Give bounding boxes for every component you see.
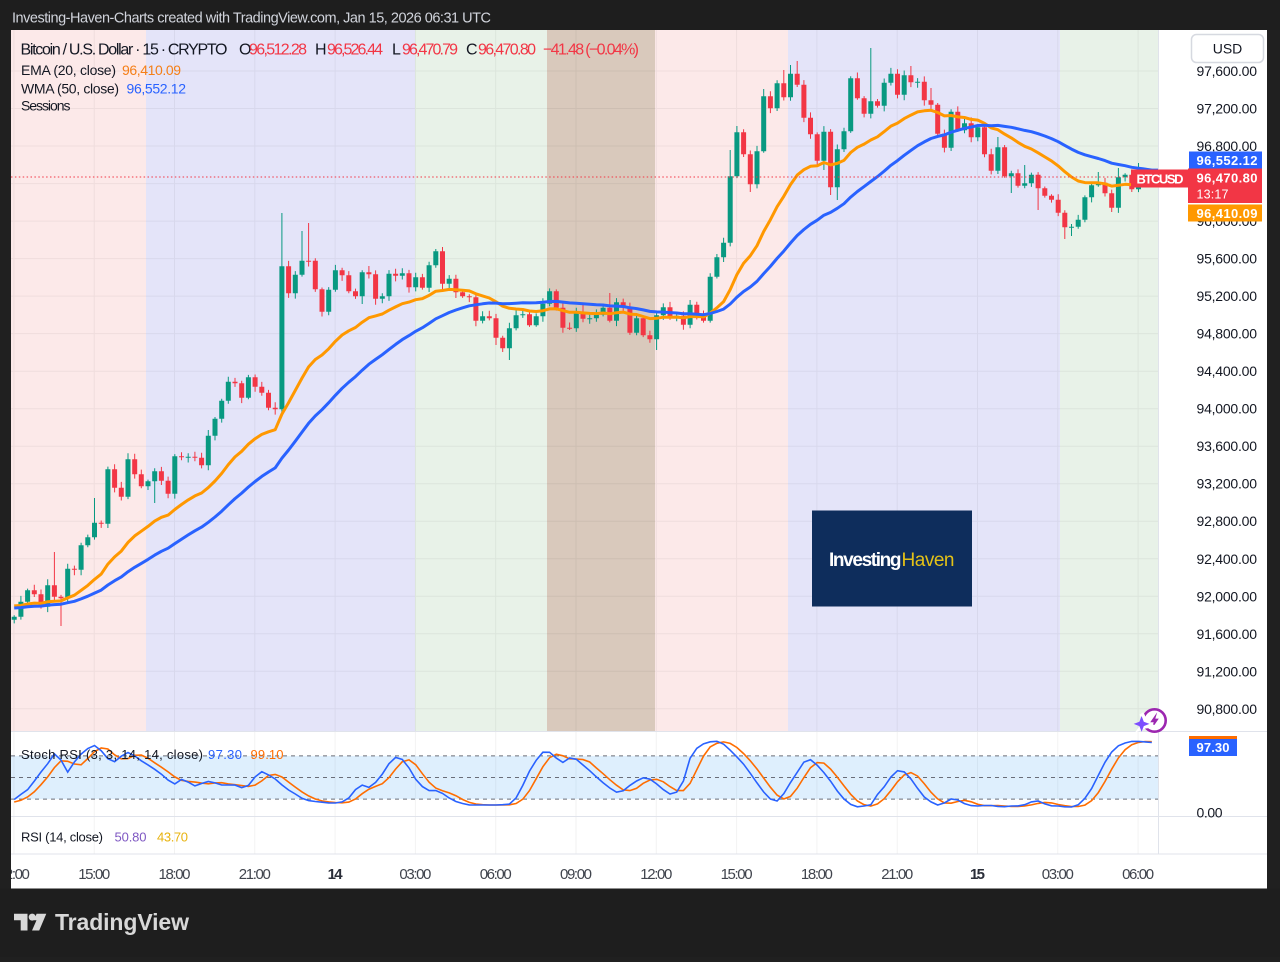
svg-text:97,600.00: 97,600.00 [1197,63,1258,79]
svg-text:USD: USD [1213,41,1243,57]
svg-text:43.70: 43.70 [157,830,188,845]
svg-text:L: L [392,42,401,59]
svg-text:Haven: Haven [902,550,955,571]
svg-text:Investing-Haven-Charts created: Investing-Haven-Charts created with Trad… [12,11,491,27]
svg-text:O: O [239,42,251,59]
svg-text:18:00: 18:00 [801,866,833,883]
svg-text:92,000.00: 92,000.00 [1197,588,1258,604]
svg-text:06:00: 06:00 [480,866,512,883]
svg-text:96,410.09: 96,410.09 [122,62,181,78]
svg-text:96,552.12: 96,552.12 [1197,153,1258,168]
svg-text:BTCUSD: BTCUSD [1137,172,1184,187]
svg-text:96,470.79: 96,470.79 [402,42,458,59]
svg-text:97.30: 97.30 [1197,740,1230,755]
svg-text:RSI (14, close): RSI (14, close) [21,830,103,845]
svg-text:Investing: Investing [829,550,902,571]
svg-text:18:00: 18:00 [159,866,191,883]
svg-text:EMA (20, close): EMA (20, close) [21,62,116,78]
svg-text:TradingView: TradingView [55,909,189,935]
svg-text:93,200.00: 93,200.00 [1197,476,1258,492]
svg-text:C: C [466,42,478,59]
svg-text:97,200.00: 97,200.00 [1197,101,1258,117]
svg-text:06:00: 06:00 [1122,866,1154,883]
svg-text:03:00: 03:00 [399,866,431,883]
svg-text:15:00: 15:00 [78,866,110,883]
svg-text:92,400.00: 92,400.00 [1197,551,1258,567]
svg-text:90,800.00: 90,800.00 [1197,701,1258,717]
svg-text:96,470.80: 96,470.80 [478,42,536,59]
svg-text:15:00: 15:00 [721,866,753,883]
svg-text:94,000.00: 94,000.00 [1197,401,1258,417]
svg-text:Stoch RSI (3, 3, 14, 14, close: Stoch RSI (3, 3, 14, 14, close) [21,747,203,762]
svg-text:Sessions: Sessions [21,98,71,114]
svg-text:14: 14 [328,866,344,883]
svg-text:97.30: 97.30 [208,747,242,762]
svg-text:94,800.00: 94,800.00 [1197,326,1258,342]
svg-text:0.00: 0.00 [1197,805,1223,821]
svg-text:−41.48 (−0.04%): −41.48 (−0.04%) [543,42,639,59]
svg-text:96,552.12: 96,552.12 [127,81,187,97]
svg-text:91,200.00: 91,200.00 [1197,663,1258,679]
svg-text:92,800.00: 92,800.00 [1197,513,1258,529]
svg-text:09:00: 09:00 [560,866,592,883]
svg-text:13:17: 13:17 [1197,188,1229,202]
svg-text:91,600.00: 91,600.00 [1197,626,1258,642]
svg-text:21:00: 21:00 [239,866,271,883]
svg-text:50.80: 50.80 [115,830,147,845]
svg-text:95,200.00: 95,200.00 [1197,288,1258,304]
svg-text:03:00: 03:00 [1042,866,1074,883]
svg-text:96,526.44: 96,526.44 [327,42,383,59]
svg-text:21:00: 21:00 [881,866,913,883]
svg-text:95,600.00: 95,600.00 [1197,251,1258,267]
svg-text:96,470.80: 96,470.80 [1197,171,1258,186]
svg-text:WMA (50, close): WMA (50, close) [21,81,119,97]
svg-text:96,512.28: 96,512.28 [249,42,307,59]
svg-text:99.10: 99.10 [251,747,284,762]
svg-text:Bitcoin / U.S. Dollar · 15 · C: Bitcoin / U.S. Dollar · 15 · CRYPTO [21,42,228,59]
svg-text:96,800.00: 96,800.00 [1197,138,1258,154]
svg-text:15: 15 [970,866,985,883]
svg-text:12:00: 12:00 [640,866,672,883]
svg-text:93,600.00: 93,600.00 [1197,438,1258,454]
svg-text:94,400.00: 94,400.00 [1197,363,1258,379]
svg-text:H: H [315,42,327,59]
svg-text:96,410.09: 96,410.09 [1197,206,1258,221]
